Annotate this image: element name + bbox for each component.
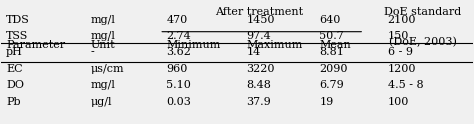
Text: 3.62: 3.62 [166,47,191,57]
Text: 19: 19 [319,97,334,107]
Text: 470: 470 [166,15,188,25]
Text: 8.48: 8.48 [246,80,271,90]
Text: 4.5 - 8: 4.5 - 8 [388,80,423,90]
Text: Maximum: Maximum [246,40,303,50]
Text: 1200: 1200 [388,64,416,74]
Text: EC: EC [6,64,23,74]
Text: 2.74: 2.74 [166,31,191,41]
Text: 97.4: 97.4 [246,31,271,41]
Text: 640: 640 [319,15,341,25]
Text: Unit: Unit [91,40,116,50]
Text: Parameter: Parameter [6,40,65,50]
Text: mg/l: mg/l [91,80,116,90]
Text: μg/l: μg/l [91,97,112,107]
Text: Minimum: Minimum [166,40,221,50]
Text: -: - [91,47,95,57]
Text: 2100: 2100 [388,15,416,25]
Text: 8.81: 8.81 [319,47,344,57]
Text: 50.7: 50.7 [319,31,344,41]
Text: 5.10: 5.10 [166,80,191,90]
Text: Pb: Pb [6,97,21,107]
Text: 6 - 9: 6 - 9 [388,47,413,57]
Text: DoE standard: DoE standard [384,7,462,17]
Text: μs/cm: μs/cm [91,64,125,74]
Text: DO: DO [6,80,24,90]
Text: TSS: TSS [6,31,28,41]
Text: (DoE, 2003): (DoE, 2003) [389,37,457,47]
Text: TDS: TDS [6,15,30,25]
Text: pH: pH [6,47,23,57]
Text: 0.03: 0.03 [166,97,191,107]
Text: mg/l: mg/l [91,31,116,41]
Text: 3220: 3220 [246,64,275,74]
Text: After treatment: After treatment [215,7,303,17]
Text: 6.79: 6.79 [319,80,344,90]
Text: 14: 14 [246,47,261,57]
Text: 1450: 1450 [246,15,275,25]
Text: 2090: 2090 [319,64,348,74]
Text: mg/l: mg/l [91,15,116,25]
Text: 960: 960 [166,64,188,74]
Text: Mean: Mean [319,40,351,50]
Text: 100: 100 [388,97,409,107]
Text: 37.9: 37.9 [246,97,271,107]
Text: 150: 150 [388,31,409,41]
